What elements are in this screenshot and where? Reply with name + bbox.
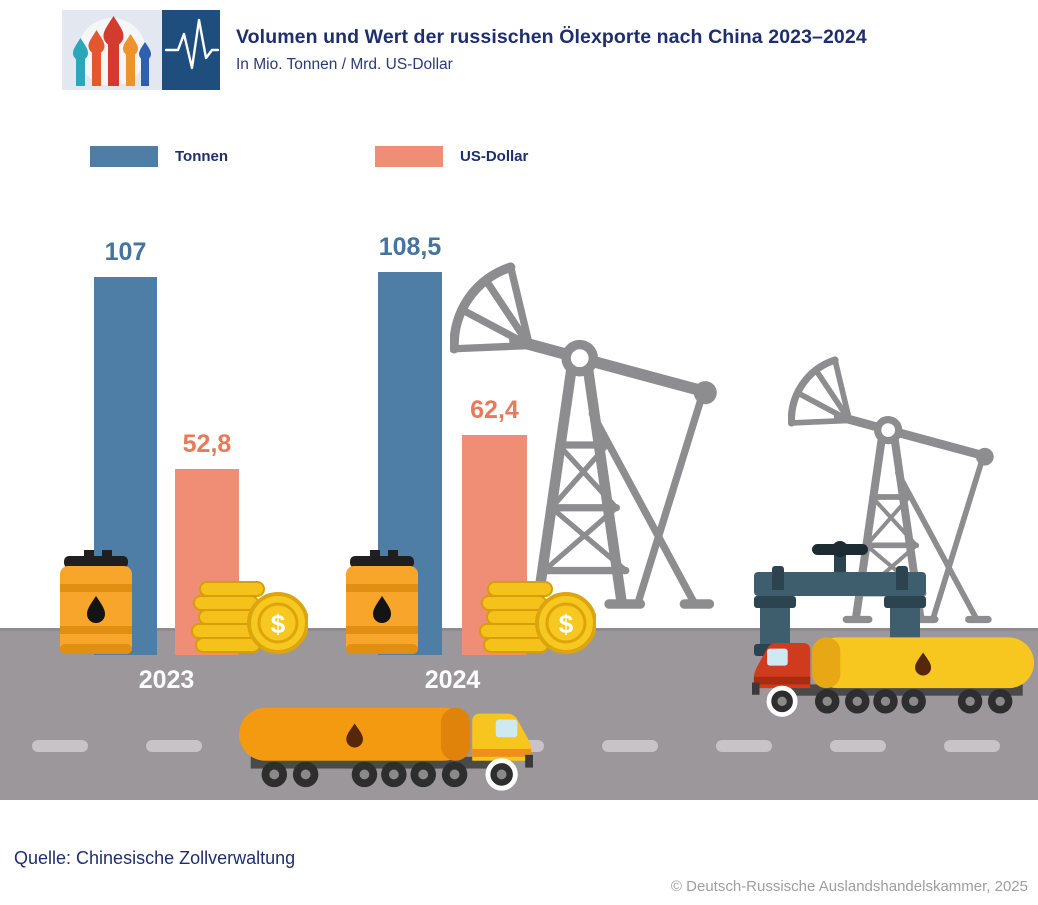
lane-dash	[32, 740, 88, 752]
legend-item-us-dollar: US-Dollar	[375, 146, 528, 167]
bar-value-2023-us-dollar: 52,8	[182, 430, 232, 458]
legend-label-tonnen: Tonnen	[175, 148, 229, 165]
bar-value-2024-tonnen: 108,5	[378, 233, 442, 261]
page-title: Volumen und Wert der russischen Ölexport…	[236, 26, 867, 48]
lane-dash	[944, 740, 1000, 752]
logo-pulse-icon	[162, 10, 220, 90]
pumpjack-large-icon	[449, 256, 722, 639]
lane-dash	[716, 740, 772, 752]
coins-icon: $	[478, 560, 597, 661]
dollar-sign-glyph: $	[271, 609, 286, 639]
oil-barrel-icon	[344, 550, 420, 659]
tanker-truck-yellow-icon	[752, 628, 1034, 727]
lane-dash	[830, 740, 886, 752]
lane-dash	[602, 740, 658, 752]
logo-cathedral-icon	[62, 10, 162, 90]
legend-swatch-us-dollar	[375, 146, 443, 167]
page-subtitle: In Mio. Tonnen / Mrd. US-Dollar	[236, 56, 453, 73]
publisher-logo	[62, 10, 220, 90]
legend-label-us-dollar: US-Dollar	[460, 148, 529, 165]
lane-dash	[146, 740, 202, 752]
source-text: Quelle: Chinesische Zollverwaltung	[14, 848, 296, 868]
dollar-sign-glyph: $	[559, 609, 574, 639]
oil-barrel-icon	[58, 550, 134, 659]
copyright-text: © Deutsch-Russische Auslandshandelskamme…	[670, 878, 1028, 895]
year-label-2024: 2024	[424, 666, 481, 694]
year-label-2023: 2023	[138, 666, 195, 694]
legend-swatch-tonnen	[90, 146, 158, 167]
legend-item-tonnen: Tonnen	[90, 146, 228, 167]
bar-value-2023-tonnen: 107	[104, 238, 147, 266]
tanker-truck-orange-icon	[238, 698, 534, 801]
coins-icon: $	[190, 560, 309, 661]
